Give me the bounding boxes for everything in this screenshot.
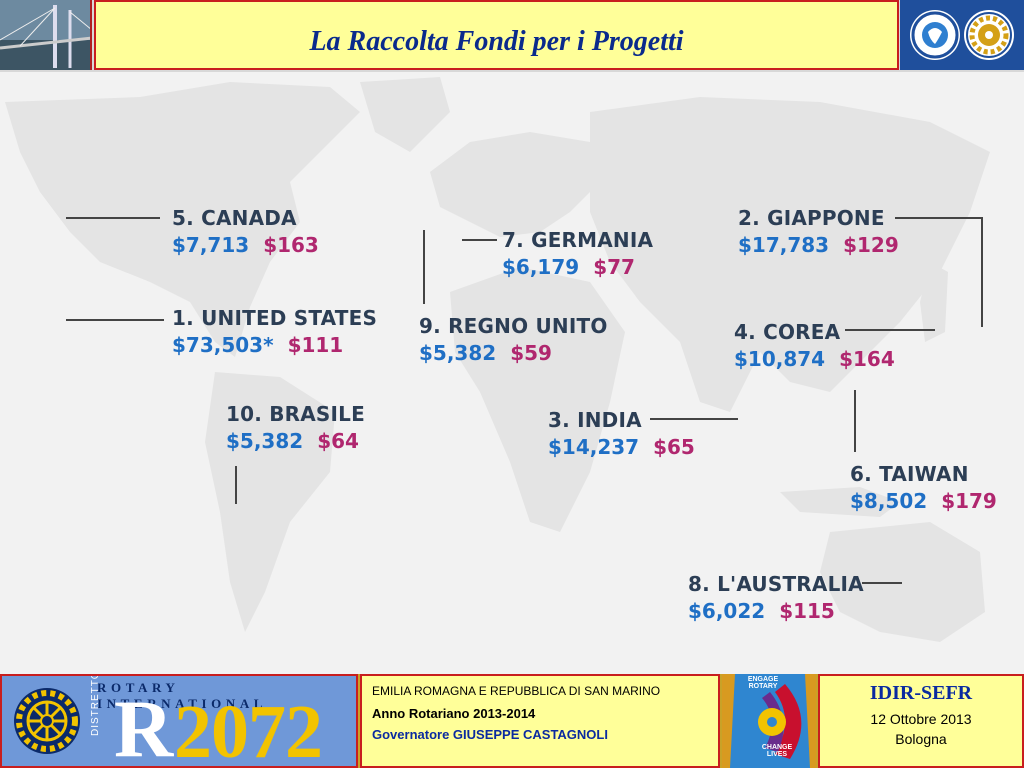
district-banner: ROTARY INTERNATIONAL DISTRETTO R 2072 <box>0 674 358 768</box>
theme-top-text: ENGAGE ROTARY <box>747 676 779 690</box>
country-united-kingdom: 9. REGNO UNITO $5,382 $59 <box>419 314 608 365</box>
rotary-international-logo <box>910 10 960 60</box>
governor-label: Governatore GIUSEPPE CASTAGNOLI <box>372 727 608 742</box>
theme-bottom-text: CHANGE LIVES <box>761 744 793 758</box>
header-bar: La Raccolta Fondi per i Progetti <box>0 0 1024 72</box>
country-name: 3. INDIA <box>548 408 642 432</box>
amount-total: $5,382 <box>419 341 497 365</box>
country-name: 1. UNITED STATES <box>172 306 378 330</box>
country-australia: 8. L'AUSTRALIA $6,022 $115 <box>688 572 864 623</box>
district-info: EMILIA ROMAGNA E REPUBBLICA DI SAN MARIN… <box>360 674 720 768</box>
year-label: Anno Rotariano 2013-2014 <box>372 706 536 721</box>
amount-per-member: $129 <box>843 233 899 257</box>
country-taiwan: 6. TAIWAN $8,502 $179 <box>850 462 997 513</box>
country-india: 3. INDIA $14,237 $65 <box>548 408 695 459</box>
amount-total: $17,783 <box>738 233 830 257</box>
amount-per-member: $115 <box>779 599 835 623</box>
country-germany: 7. GERMANIA $6,179 $77 <box>502 228 653 279</box>
footer-bar: ROTARY INTERNATIONAL DISTRETTO R 2072 EM… <box>0 674 1024 768</box>
amount-per-member: $64 <box>317 429 359 453</box>
country-brazil: 10. BRASILE $5,382 $64 <box>226 402 365 453</box>
world-map: 5. CANADA $7,713 $163 1. UNITED STATES $7… <box>0 72 1024 674</box>
region-label: EMILIA ROMAGNA E REPUBBLICA DI SAN MARIN… <box>372 684 661 698</box>
amount-per-member: $77 <box>593 255 635 279</box>
amount-total: $73,503* <box>172 333 274 357</box>
leader-line-australia <box>862 582 902 584</box>
country-name: 6. TAIWAN <box>850 462 969 486</box>
event-box: IDIR-SEFR 12 Ottobre 2013 Bologna <box>818 674 1024 768</box>
country-name: 7. GERMANIA <box>502 228 654 252</box>
country-name: 10. BRASILE <box>226 402 365 426</box>
leader-line-japan-v <box>981 217 983 327</box>
event-title: IDIR-SEFR <box>869 682 973 704</box>
amount-per-member: $59 <box>510 341 552 365</box>
country-japan: 2. GIAPPONE $17,783 $129 <box>738 206 899 257</box>
title-box: La Raccolta Fondi per i Progetti <box>94 0 899 70</box>
event-city: Bologna <box>895 731 947 747</box>
district-number: 2072 <box>174 690 323 768</box>
district-letter: R <box>114 683 174 768</box>
country-name: 5. CANADA <box>172 206 297 230</box>
amount-per-member: $65 <box>653 435 695 459</box>
leader-line-taiwan <box>854 390 856 452</box>
country-korea: 4. COREA $10,874 $164 <box>734 320 895 371</box>
amount-total: $14,237 <box>548 435 640 459</box>
page-title: La Raccolta Fondi per i Progetti <box>309 26 684 57</box>
country-canada: 5. CANADA $7,713 $163 <box>172 206 319 257</box>
amount-total: $6,179 <box>502 255 580 279</box>
engage-rotary-theme-logo: ENGAGE ROTARY CHANGE LIVES <box>722 674 816 768</box>
amount-total: $8,502 <box>850 489 928 513</box>
theme-swoosh-icon <box>730 674 810 768</box>
country-name: 8. L'AUSTRALIA <box>688 572 864 596</box>
world-map-background <box>5 77 990 642</box>
amount-per-member: $179 <box>941 489 997 513</box>
bridge-photo <box>0 0 92 70</box>
distretto-text: DISTRETTO <box>90 674 101 736</box>
country-name: 2. GIAPPONE <box>738 206 885 230</box>
amount-per-member: $164 <box>839 347 895 371</box>
rotary-international-text: ROTARY INTERNATIONAL <box>97 680 268 711</box>
amount-total: $5,382 <box>226 429 304 453</box>
leader-line-germany <box>462 239 497 241</box>
amount-total: $10,874 <box>734 347 826 371</box>
leader-line-korea <box>845 329 935 331</box>
country-name: 4. COREA <box>734 320 841 344</box>
header-logos <box>900 0 1024 70</box>
leader-line-canada <box>66 217 160 219</box>
amount-per-member: $163 <box>263 233 319 257</box>
rotary-wheel-logo <box>964 10 1014 60</box>
country-name: 9. REGNO UNITO <box>419 314 608 338</box>
leader-line-us <box>66 319 164 321</box>
leader-line-japan-h <box>895 217 983 219</box>
amount-total: $6,022 <box>688 599 766 623</box>
rotary-wheel-icon <box>14 688 80 754</box>
event-date: 12 Ottobre 2013 <box>870 711 972 727</box>
leader-line-uk <box>423 230 425 304</box>
leader-line-india <box>650 418 738 420</box>
leader-line-brazil <box>235 466 237 504</box>
amount-per-member: $111 <box>287 333 344 357</box>
country-united-states: 1. UNITED STATES $73,503* $111 <box>172 306 377 357</box>
amount-total: $7,713 <box>172 233 250 257</box>
